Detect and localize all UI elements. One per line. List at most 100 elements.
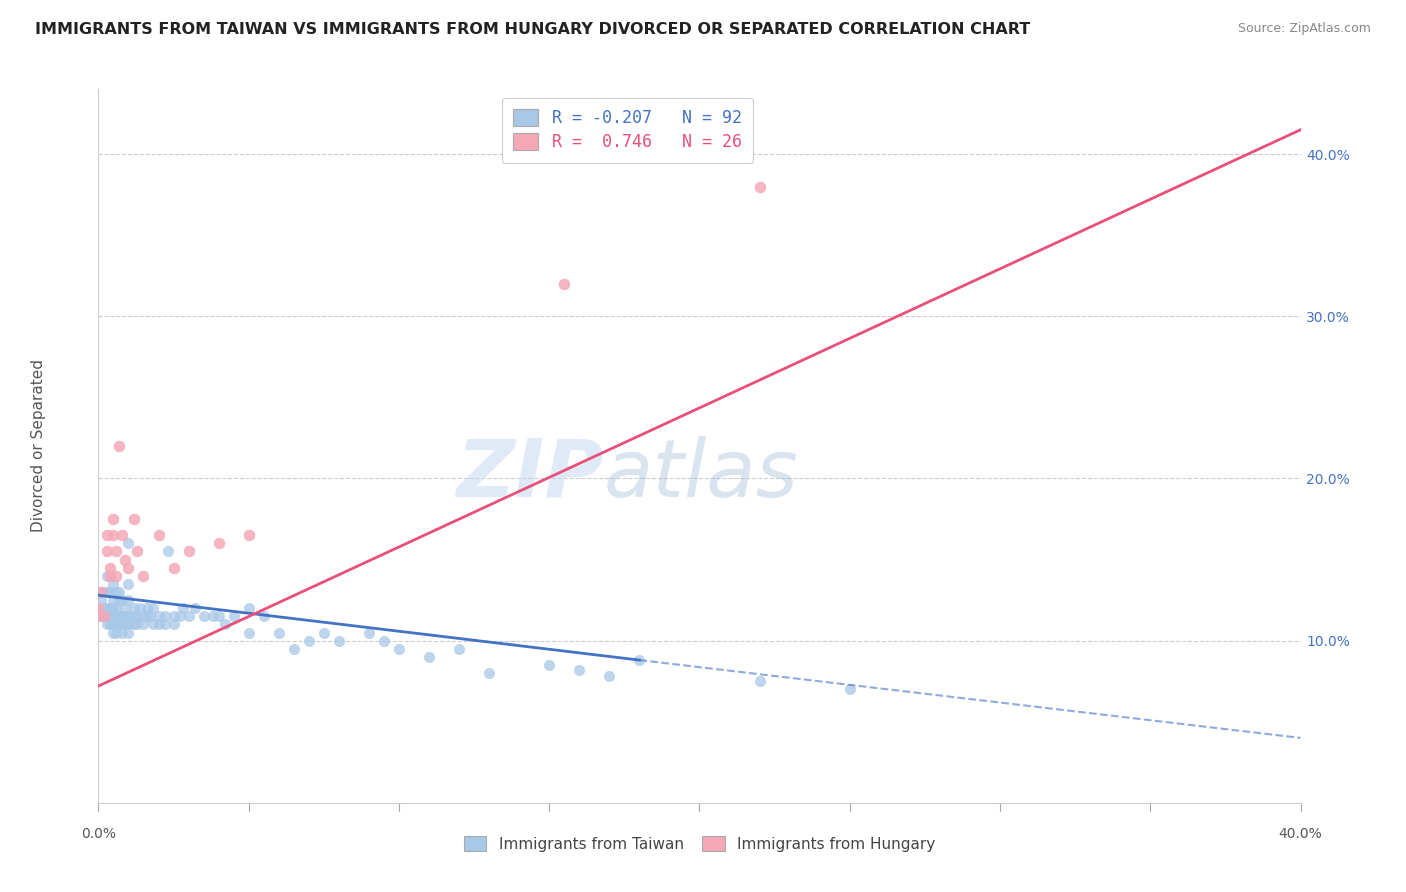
Point — [117, 625, 139, 640]
Point — [312, 625, 335, 640]
Point — [93, 585, 115, 599]
Point — [162, 560, 184, 574]
Point — [105, 544, 128, 558]
Point — [135, 601, 157, 615]
Point — [388, 641, 411, 656]
Point — [111, 609, 134, 624]
Point — [96, 528, 118, 542]
Point — [100, 617, 122, 632]
Point — [838, 682, 860, 697]
Point — [538, 657, 561, 672]
Point — [111, 528, 134, 542]
Point — [100, 568, 122, 582]
Point — [153, 609, 176, 624]
Point — [177, 544, 200, 558]
Point — [96, 544, 118, 558]
Point — [105, 568, 128, 582]
Point — [108, 585, 131, 599]
Point — [138, 609, 160, 624]
Point — [103, 593, 125, 607]
Point — [357, 625, 380, 640]
Point — [90, 609, 112, 624]
Point — [135, 609, 157, 624]
Text: ZIP: ZIP — [456, 435, 603, 514]
Point — [148, 609, 170, 624]
Point — [478, 666, 501, 681]
Point — [108, 593, 131, 607]
Point — [568, 663, 591, 677]
Point — [103, 617, 125, 632]
Point — [141, 617, 163, 632]
Point — [100, 609, 122, 624]
Point — [117, 560, 139, 574]
Point — [124, 609, 146, 624]
Point — [111, 625, 134, 640]
Point — [105, 609, 128, 624]
Point — [96, 585, 118, 599]
Point — [114, 552, 136, 566]
Legend: Immigrants from Taiwan, Immigrants from Hungary: Immigrants from Taiwan, Immigrants from … — [456, 828, 943, 859]
Point — [96, 568, 118, 582]
Point — [105, 601, 128, 615]
Point — [114, 601, 136, 615]
Point — [108, 617, 131, 632]
Point — [172, 601, 194, 615]
Point — [124, 512, 146, 526]
Point — [148, 617, 170, 632]
Point — [90, 593, 112, 607]
Point — [124, 617, 146, 632]
Point — [100, 560, 122, 574]
Point — [127, 609, 149, 624]
Point — [105, 585, 128, 599]
Point — [153, 617, 176, 632]
Point — [96, 617, 118, 632]
Point — [105, 625, 128, 640]
Text: 0.0%: 0.0% — [82, 827, 115, 841]
Point — [238, 625, 260, 640]
Point — [328, 633, 350, 648]
Point — [222, 609, 245, 624]
Point — [100, 601, 122, 615]
Point — [283, 641, 305, 656]
Point — [103, 625, 125, 640]
Point — [103, 601, 125, 615]
Point — [103, 609, 125, 624]
Point — [132, 568, 155, 582]
Text: 40.0%: 40.0% — [1278, 827, 1323, 841]
Point — [87, 585, 110, 599]
Point — [177, 609, 200, 624]
Point — [111, 593, 134, 607]
Point — [114, 609, 136, 624]
Point — [93, 601, 115, 615]
Point — [103, 512, 125, 526]
Point — [628, 653, 651, 667]
Point — [105, 617, 128, 632]
Point — [114, 617, 136, 632]
Point — [108, 439, 131, 453]
Text: IMMIGRANTS FROM TAIWAN VS IMMIGRANTS FROM HUNGARY DIVORCED OR SEPARATED CORRELAT: IMMIGRANTS FROM TAIWAN VS IMMIGRANTS FRO… — [35, 22, 1031, 37]
Point — [598, 669, 620, 683]
Point — [132, 617, 155, 632]
Point — [141, 601, 163, 615]
Point — [127, 617, 149, 632]
Point — [183, 601, 205, 615]
Point — [373, 633, 395, 648]
Text: Divorced or Separated: Divorced or Separated — [31, 359, 46, 533]
Point — [96, 601, 118, 615]
Point — [418, 649, 440, 664]
Point — [117, 617, 139, 632]
Point — [208, 609, 231, 624]
Point — [208, 536, 231, 550]
Point — [117, 609, 139, 624]
Point — [103, 577, 125, 591]
Point — [447, 641, 470, 656]
Point — [169, 609, 191, 624]
Point — [90, 585, 112, 599]
Point — [103, 528, 125, 542]
Point — [117, 577, 139, 591]
Point — [748, 674, 770, 689]
Point — [162, 617, 184, 632]
Point — [108, 609, 131, 624]
Point — [100, 585, 122, 599]
Point — [156, 544, 179, 558]
